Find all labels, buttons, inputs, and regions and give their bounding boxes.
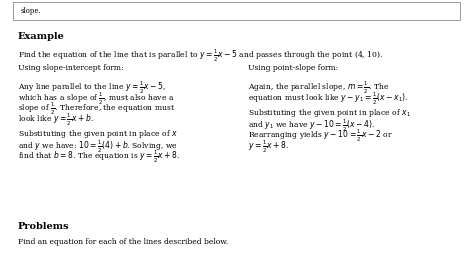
Text: equation must look like $y - y_1 = \frac{1}{2}(x - x_1)$.: equation must look like $y - y_1 = \frac… <box>248 90 408 107</box>
Text: slope.: slope. <box>21 7 42 15</box>
Text: Rearranging yields $y - 10 = \frac{1}{2}x - 2$ or: Rearranging yields $y - 10 = \frac{1}{2}… <box>248 128 392 144</box>
Text: Using slope-intercept form:: Using slope-intercept form: <box>18 64 124 72</box>
Text: and $y$ we have: $10 = \frac{1}{2}(4)+b$. Solving, we: and $y$ we have: $10 = \frac{1}{2}(4)+b$… <box>18 139 178 155</box>
Text: which has a slope of $\frac{1}{2}$, must also have a: which has a slope of $\frac{1}{2}$, must… <box>18 90 174 107</box>
Text: Problems: Problems <box>18 222 70 231</box>
FancyBboxPatch shape <box>13 2 460 20</box>
Text: Again, the parallel slope, $m = \frac{1}{2}$. The: Again, the parallel slope, $m = \frac{1}… <box>248 80 389 96</box>
Text: Using point-slope form:: Using point-slope form: <box>248 64 338 72</box>
Text: Find the equation of the line that is parallel to $y = \frac{1}{2}x-5$ and passe: Find the equation of the line that is pa… <box>18 48 383 64</box>
Text: Substituting the given point in place of $x$: Substituting the given point in place of… <box>18 128 178 140</box>
Text: Example: Example <box>18 32 65 41</box>
Text: Any line parallel to the line $y = \frac{1}{2}x - 5$,: Any line parallel to the line $y = \frac… <box>18 80 166 96</box>
Text: and $y_1$ we have $y - 10 = \frac{1}{2}(x - 4)$.: and $y_1$ we have $y - 10 = \frac{1}{2}(… <box>248 118 375 134</box>
Text: slope of $\frac{1}{2}$. Therefore, the equation must: slope of $\frac{1}{2}$. Therefore, the e… <box>18 101 175 117</box>
Text: find that $b = 8$. The equation is $y = \frac{1}{2}x+8$.: find that $b = 8$. The equation is $y = … <box>18 149 180 165</box>
Text: $y = \frac{1}{2}x + 8$.: $y = \frac{1}{2}x + 8$. <box>248 139 289 155</box>
Text: Find an equation for each of the lines described below.: Find an equation for each of the lines d… <box>18 238 228 246</box>
Text: look like $y = \frac{1}{2}x + b$.: look like $y = \frac{1}{2}x + b$. <box>18 112 94 128</box>
Text: Substituting the given point in place of $x_1$: Substituting the given point in place of… <box>248 107 411 119</box>
